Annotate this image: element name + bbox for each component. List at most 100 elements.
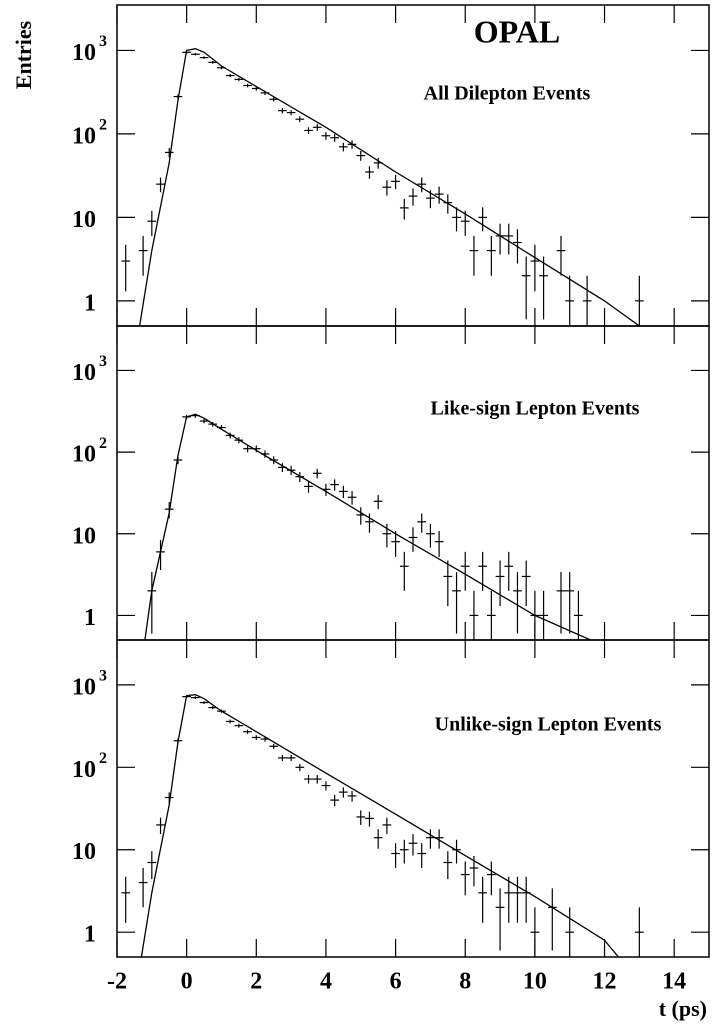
x-tick-label: 8 — [459, 969, 471, 995]
data-point — [208, 60, 218, 64]
data-point — [504, 223, 514, 255]
data-point — [487, 235, 496, 276]
data-point — [635, 275, 644, 326]
data-point — [121, 244, 131, 292]
fit-curve — [138, 48, 640, 326]
data-point — [635, 907, 644, 957]
panel-title: Unlike-sign Lepton Events — [435, 714, 662, 736]
data-point — [391, 843, 400, 869]
x-tick-label: 2 — [250, 969, 262, 995]
x-tick-label: 14 — [662, 969, 686, 995]
frame — [116, 639, 710, 958]
data-point — [278, 108, 287, 114]
data-point — [478, 207, 487, 232]
y-tick-label: 10 — [72, 360, 96, 386]
data-point — [513, 876, 522, 923]
data-point — [269, 743, 279, 749]
data-point — [434, 531, 444, 557]
data-point — [443, 560, 453, 607]
data-point — [121, 876, 131, 923]
data-point — [304, 481, 313, 493]
y-tick-exponent: 2 — [99, 117, 107, 134]
data-point — [225, 432, 235, 439]
data-point — [539, 256, 548, 320]
data-point — [556, 572, 566, 634]
data-point — [356, 507, 366, 525]
data-point — [504, 551, 514, 591]
data-point — [330, 479, 339, 491]
data-point — [565, 907, 575, 957]
data-point — [156, 817, 165, 835]
data-point — [147, 210, 157, 236]
data-point — [426, 829, 435, 849]
data-point — [191, 696, 200, 699]
data-point — [399, 199, 409, 220]
data-point — [495, 560, 505, 607]
data-point — [399, 839, 409, 864]
data-point — [426, 523, 435, 548]
data-point — [373, 829, 383, 849]
data-point — [452, 207, 461, 232]
data-point — [356, 810, 366, 825]
y-tick-label: 1 — [84, 290, 96, 316]
data-point — [487, 590, 496, 640]
data-point — [321, 132, 331, 140]
data-point — [156, 177, 165, 193]
data-point — [521, 560, 531, 607]
y-tick-exponent: 2 — [99, 750, 107, 767]
y-tick-label: 10 — [72, 674, 96, 700]
data-point — [225, 73, 235, 78]
data-point — [138, 868, 148, 908]
x-tick-label: 6 — [390, 969, 402, 995]
data-point — [391, 531, 400, 557]
y-axis-label: Entries — [11, 20, 36, 89]
x-tick-label: 0 — [181, 969, 193, 995]
data-point — [373, 494, 383, 510]
data-point — [513, 572, 522, 634]
x-tick-label: 4 — [320, 969, 332, 995]
x-axis-label: t (ps) — [659, 996, 707, 1021]
y-tick-label: 10 — [72, 207, 96, 233]
data-point — [286, 110, 296, 116]
data-point — [147, 851, 157, 880]
data-point — [382, 817, 392, 835]
x-tick-label: 12 — [593, 969, 617, 995]
data-point — [234, 723, 244, 728]
x-tick-label: 10 — [523, 969, 547, 995]
fit-curve — [144, 413, 591, 640]
y-tick-label: 1 — [84, 605, 96, 631]
data-point — [243, 729, 252, 734]
data-point — [243, 445, 252, 453]
data-point — [382, 180, 392, 196]
data-point — [164, 148, 174, 158]
data-point — [417, 513, 427, 533]
data-point — [504, 876, 514, 923]
data-point — [487, 861, 496, 896]
y-tick-label: 10 — [72, 123, 96, 149]
frame — [116, 325, 710, 641]
data-point — [330, 134, 339, 142]
data-point — [365, 166, 374, 179]
y-tick-exponent: 3 — [99, 353, 107, 370]
data-point — [339, 787, 348, 798]
data-point — [469, 590, 479, 640]
data-point — [408, 834, 418, 856]
data-point — [530, 907, 540, 957]
plot-area — [121, 694, 644, 957]
data-point — [286, 754, 296, 762]
panel-title: All Dilepton Events — [424, 83, 591, 105]
data-point — [408, 527, 418, 552]
data-point — [434, 186, 444, 204]
y-tick-exponent: 2 — [99, 435, 107, 452]
data-point — [138, 235, 148, 276]
data-point — [478, 876, 487, 923]
data-point — [417, 177, 427, 193]
data-point — [199, 418, 209, 424]
data-point — [443, 851, 453, 880]
annotation: OPAL — [474, 13, 561, 49]
data-point — [408, 188, 418, 206]
data-point — [199, 56, 209, 59]
data-point — [243, 83, 252, 88]
data-point — [147, 572, 157, 634]
y-tick-exponent: 3 — [99, 33, 107, 50]
